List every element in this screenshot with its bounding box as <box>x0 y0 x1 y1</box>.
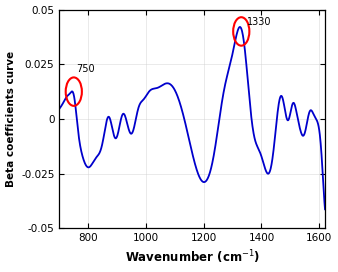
Y-axis label: Beta coefficients curve: Beta coefficients curve <box>5 51 16 187</box>
X-axis label: Wavenumber (cm$^{-1}$): Wavenumber (cm$^{-1}$) <box>124 249 260 267</box>
Text: 750: 750 <box>76 64 95 74</box>
Text: 1330: 1330 <box>246 17 271 27</box>
